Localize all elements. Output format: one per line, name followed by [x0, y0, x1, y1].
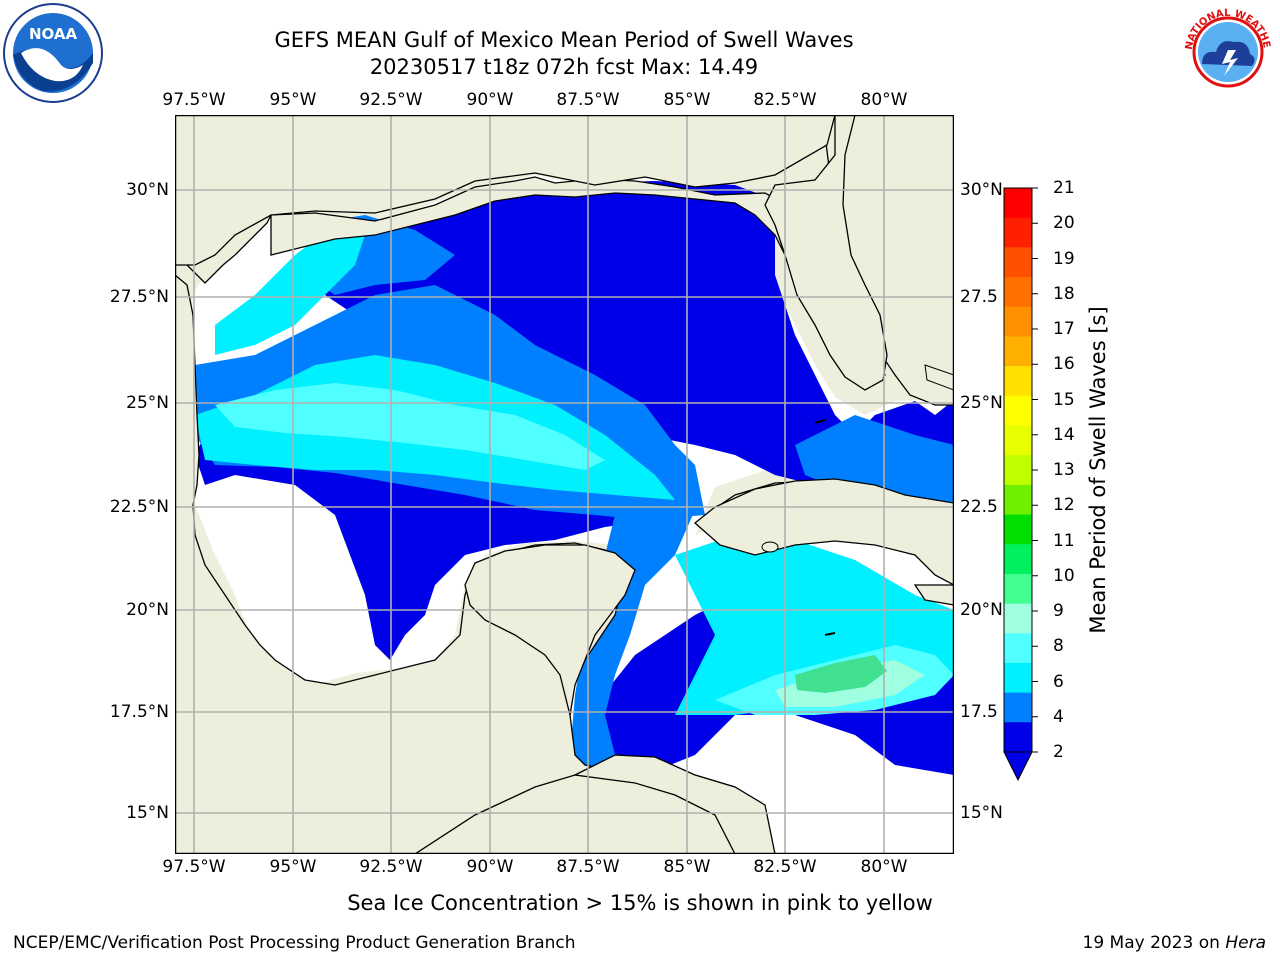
colorbar-tick-label: 9: [1053, 601, 1064, 621]
colorbar-tick-label: 19: [1053, 248, 1075, 269]
colorbar-segment: [1004, 633, 1032, 664]
swell-2-4s-north: [295, 181, 954, 505]
colorbar-segment: [1004, 306, 1032, 337]
colorbar-tick-label: 17: [1053, 319, 1075, 339]
colorbar-tick-label: 16: [1053, 354, 1075, 375]
lon-tick-top: 87.5°W: [556, 90, 620, 110]
colorbar-tick-label: 18: [1053, 283, 1075, 304]
lat-tick-right: 27.5: [960, 287, 998, 307]
colorbar-segment: [1004, 188, 1032, 219]
lon-tick-bottom: 90°W: [466, 857, 514, 877]
colorbar-extend-arrow: [1003, 751, 1033, 782]
land-jamaica: [913, 584, 954, 606]
lat-tick-left: 22.5°N: [109, 497, 169, 517]
lat-tick-right: 30°N: [960, 180, 1003, 200]
lat-tick-left: 30°N: [126, 180, 169, 200]
colorbar-tick-label: 8: [1053, 636, 1064, 657]
colorbar-segment: [1004, 217, 1032, 248]
land-florida: [764, 115, 888, 391]
colorbar-segment: [1004, 692, 1032, 723]
colorbar-segment: [1004, 573, 1032, 605]
lon-tick-bottom: 95°W: [269, 857, 317, 877]
colorbar-segment: [1004, 247, 1032, 278]
lat-tick-right: 25°N: [960, 393, 1003, 413]
colorbar-tick-label: 21: [1053, 178, 1075, 198]
colorbar-tick-label: 11: [1053, 530, 1075, 551]
lon-tick-bottom: 82.5°W: [753, 857, 817, 877]
noaa-logo-text: NOAA: [29, 25, 78, 43]
colorbar-tick-label: 2: [1053, 742, 1064, 762]
footer-date-text: 19 May 2023 on: [1082, 933, 1220, 953]
swell-6-8s-north: [215, 225, 365, 355]
colorbar-segment: [1004, 514, 1032, 545]
sea-ice-note: Sea Ice Concentration > 15% is shown in …: [347, 891, 933, 915]
colorbar-label: Mean Period of Swell Waves [s]: [1086, 306, 1110, 634]
lat-tick-right: 20°N: [960, 600, 1003, 620]
lon-tick-top: 82.5°W: [753, 90, 817, 110]
colorbar-segment: [1004, 544, 1032, 575]
colorbar-tick-label: 14: [1053, 424, 1075, 445]
land-cuba-body: [693, 478, 954, 586]
colorbar-tick-label: 6: [1053, 671, 1064, 692]
colorbar-tick-label: 15: [1053, 389, 1075, 410]
colorbar-tick-label: 4: [1053, 706, 1064, 727]
lon-tick-bottom: 92.5°W: [359, 857, 423, 877]
colorbar-tick-label: 10: [1053, 565, 1075, 586]
lon-tick-bottom: 97.5°W: [162, 857, 226, 877]
colorbar-segment: [1004, 662, 1032, 694]
land-bahamas: [924, 364, 954, 391]
footer-host: Hera: [1225, 933, 1266, 953]
land-honduras: [572, 754, 776, 854]
land-us-top: [175, 115, 836, 266]
swell-period-map: [175, 115, 954, 854]
colorbar-tick-label: 13: [1053, 460, 1075, 480]
lon-tick-bottom: 87.5°W: [556, 857, 620, 877]
colorbar-tick-label: 20: [1053, 213, 1075, 234]
chart-subtitle: 20230517 t18z 072h fcst Max: 14.49: [369, 55, 759, 79]
colorbar-segment: [1004, 395, 1032, 426]
lon-tick-top: 92.5°W: [359, 90, 423, 110]
lon-tick-top: 97.5°W: [162, 90, 226, 110]
colorbar-segment: [1004, 484, 1032, 516]
colorbar-segment: [1004, 603, 1032, 634]
colorbar-tick-label: 12: [1053, 495, 1075, 516]
swell-10-11s: [795, 655, 887, 693]
lat-tick-left: 17.5°N: [109, 702, 169, 722]
lon-tick-top: 80°W: [860, 90, 908, 110]
nws-logo: NATIONAL WEATHER SERVICE: [1178, 2, 1276, 100]
chart-title: GEFS MEAN Gulf of Mexico Mean Period of …: [274, 28, 854, 52]
lat-tick-right: 22.5: [960, 497, 998, 517]
footer-branch: NCEP/EMC/Verification Post Processing Pr…: [13, 933, 576, 953]
lon-tick-bottom: 85°W: [663, 857, 711, 877]
colorbar-segment: [1004, 455, 1032, 486]
lon-tick-top: 95°W: [269, 90, 317, 110]
lon-tick-top: 85°W: [663, 90, 711, 110]
colorbar-segment: [1004, 722, 1032, 753]
swell-8-9s: [215, 383, 605, 470]
lat-tick-left: 25°N: [126, 393, 169, 413]
footer-date: 19 May 2023 on Hera: [1083, 933, 1267, 953]
lat-tick-left: 20°N: [126, 600, 169, 620]
colorbar-segment: [1004, 366, 1032, 397]
map-frame: [175, 115, 954, 854]
lon-tick-bottom: 80°W: [860, 857, 908, 877]
lat-tick-left: 27.5°N: [109, 287, 169, 307]
lat-tick-left: 15°N: [126, 803, 169, 823]
land-yucatan: [464, 544, 636, 716]
colorbar-segment: [1004, 336, 1032, 367]
noaa-logo: NOAA: [3, 3, 103, 103]
colorbar: [1003, 187, 1038, 782]
lon-tick-top: 90°W: [466, 90, 514, 110]
colorbar-segment: [1004, 277, 1032, 308]
lat-tick-right: 15°N: [960, 803, 1003, 823]
colorbar-segment: [1004, 425, 1032, 456]
lat-tick-right: 17.5: [960, 702, 998, 722]
swell-4-6s-channel: [570, 500, 695, 770]
graticule: [175, 115, 954, 854]
